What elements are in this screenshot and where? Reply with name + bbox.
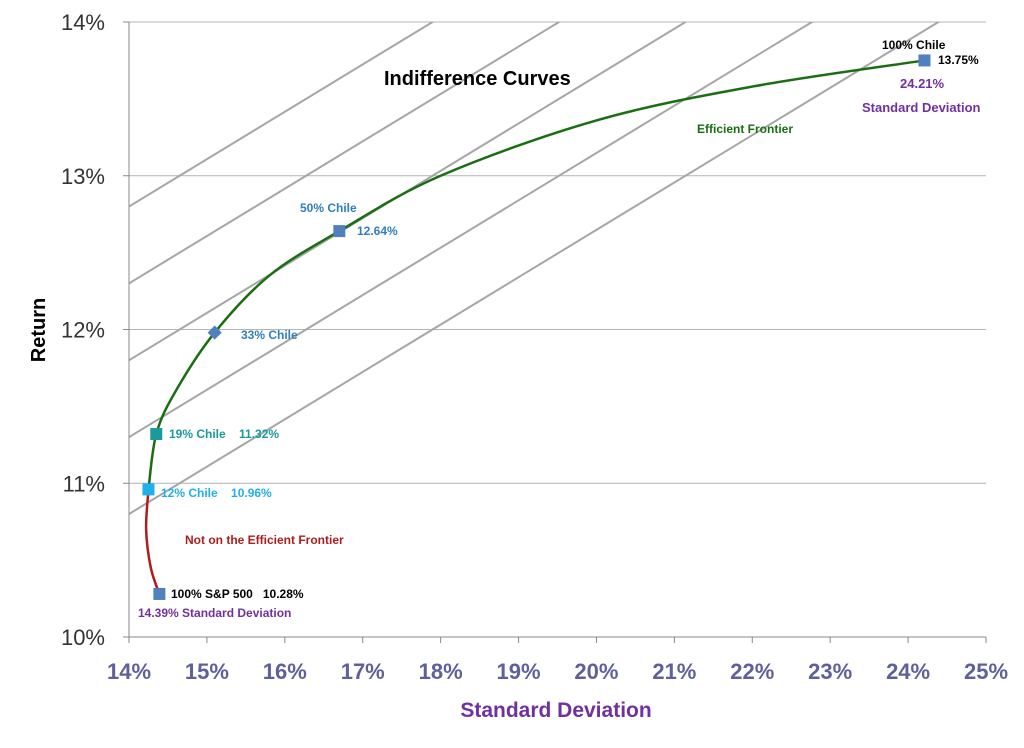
label-33-chile: 33% Chile xyxy=(241,328,298,342)
x-tick-label: 15% xyxy=(185,659,229,684)
x-tick-label: 24% xyxy=(886,659,930,684)
portfolio-marker xyxy=(153,587,166,600)
indifference-curves-label: Indifference Curves xyxy=(384,68,571,90)
portfolio-marker xyxy=(918,54,931,67)
label-100-chile: 100% Chile xyxy=(882,38,946,52)
x-tick-label: 18% xyxy=(419,659,463,684)
label-100-chile-value: 13.75% xyxy=(938,53,979,67)
y-tick-label: 11% xyxy=(63,471,105,496)
inefficient-segment-line xyxy=(144,489,161,595)
y-tick-label: 10% xyxy=(61,625,105,650)
y-tick-label: 13% xyxy=(61,164,105,189)
indifference-curve xyxy=(129,22,941,515)
portfolio-marker xyxy=(207,325,222,340)
frontier-curves xyxy=(144,59,925,595)
y-axis-title: Return xyxy=(28,298,50,362)
x-tick-label: 20% xyxy=(574,659,618,684)
indifference-curve xyxy=(129,22,814,438)
x-tick-label: 14% xyxy=(107,659,151,684)
x-tick-label: 21% xyxy=(652,659,696,684)
axes: 10% 11% 12% 13% 14% 14% 15% 16% 17% 18% 19% 20% 21% 2… xyxy=(61,10,1008,684)
y-tick-label: 14% xyxy=(61,10,105,35)
x-tick-label: 22% xyxy=(730,659,774,684)
label-12-chile: 12% Chile 10.96% xyxy=(161,486,272,500)
efficient-frontier-line xyxy=(147,59,925,490)
x-tick-label: 19% xyxy=(497,659,541,684)
label-19-chile: 19% Chile 11.32% xyxy=(169,427,279,441)
inefficient-label: Not on the Efficient Frontier xyxy=(185,533,344,547)
portfolio-marker xyxy=(150,428,163,441)
portfolio-marker xyxy=(142,483,155,496)
label-100-chile-sd: 24.21% xyxy=(900,76,945,91)
indifference-curve xyxy=(129,22,435,208)
x-tick-label: 25% xyxy=(964,659,1008,684)
x-tick-label: 17% xyxy=(341,659,385,684)
indifference-curve xyxy=(129,22,561,285)
portfolio-marker xyxy=(333,225,346,238)
x-tick-label: 23% xyxy=(808,659,852,684)
label-50-chile: 50% Chile xyxy=(300,201,357,215)
x-axis-title: Standard Deviation xyxy=(460,699,651,722)
label-50-chile-value: 12.64% xyxy=(357,224,398,238)
label-sp500: 100% S&P 500 10.28% xyxy=(171,587,304,601)
portfolio-markers xyxy=(142,54,931,600)
x-tick-label: 16% xyxy=(263,659,307,684)
y-tick-label: 12% xyxy=(61,318,105,343)
label-sp500-sd: 14.39% Standard Deviation xyxy=(138,606,291,620)
indifference-curve xyxy=(129,22,688,362)
efficient-frontier-label: Efficient Frontier xyxy=(697,122,793,136)
label-100-chile-sd-text: Standard Deviation xyxy=(862,100,981,115)
